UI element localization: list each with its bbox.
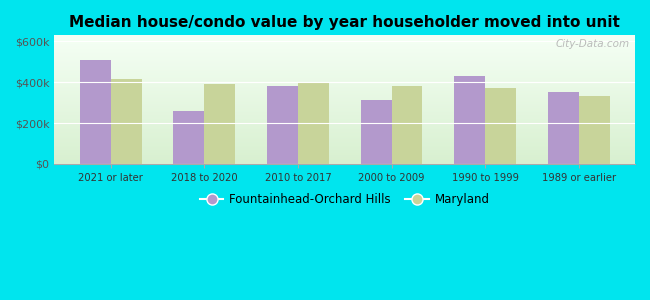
Bar [485, 88, 516, 164]
Bar [578, 95, 610, 164]
Bar [111, 79, 142, 164]
Bar [454, 76, 485, 164]
Legend: Fountainhead-Orchard Hills, Maryland: Fountainhead-Orchard Hills, Maryland [194, 187, 495, 212]
Bar [267, 86, 298, 164]
Text: City-Data.com: City-Data.com [555, 39, 629, 49]
Bar [298, 83, 329, 164]
Title: Median house/condo value by year householder moved into unit: Median house/condo value by year househo… [70, 15, 620, 30]
Bar [80, 60, 111, 164]
Bar [391, 86, 423, 164]
Bar [204, 84, 235, 164]
Bar [174, 111, 204, 164]
Bar [361, 100, 391, 164]
Bar [548, 92, 578, 164]
